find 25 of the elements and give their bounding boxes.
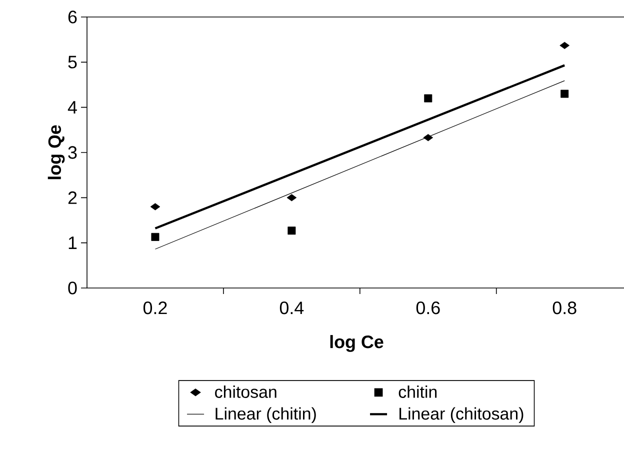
y-tick-label: 1: [68, 236, 77, 249]
legend-label: Linear (chitin): [216, 407, 316, 424]
y-tick-label: 5: [68, 56, 77, 68]
point: [560, 90, 569, 98]
y-tick-label: 6: [68, 10, 77, 24]
point: [150, 203, 160, 210]
y-tick-label: 4: [68, 101, 77, 114]
legend-label: Linear (chitosan): [400, 407, 524, 424]
x-axis-title: log Ce: [330, 335, 384, 352]
x-tick-label: 0.8: [552, 302, 576, 314]
y-tick-label: 3: [68, 146, 77, 159]
y-axis-title: log Qe: [48, 125, 65, 180]
legend-label: chitosan: [215, 386, 276, 398]
x-tick-label: 0.2: [143, 302, 167, 314]
y-tick-label: 2: [68, 191, 77, 204]
point: [424, 94, 432, 102]
point: [560, 42, 570, 50]
x-tick-label: 0.4: [280, 302, 304, 314]
x-tick-label: 0.6: [416, 302, 440, 314]
legend-label: chitin: [398, 386, 437, 398]
point: [288, 226, 296, 235]
point: [286, 194, 297, 202]
y-tick-label: 0: [68, 282, 77, 294]
point: [423, 134, 434, 142]
point: [151, 232, 160, 241]
